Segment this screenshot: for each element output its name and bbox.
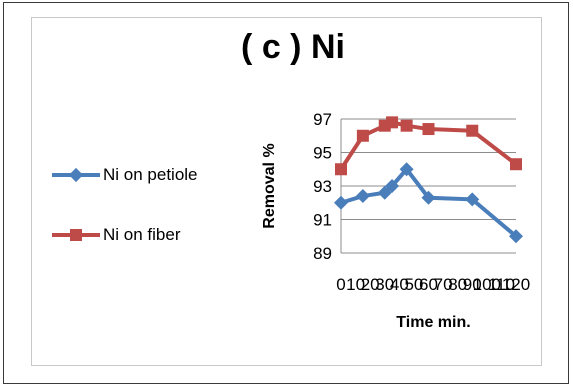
x-tick-label-50: 50 [404,275,423,294]
outer-frame [3,2,569,384]
series-0-point-0 [334,195,348,210]
series-1-point-6 [466,124,479,137]
x-tick-label-70: 70 [434,275,453,294]
series-1-point-3 [386,116,399,129]
legend-item-fiber: Ni on fiber [52,222,232,282]
series-0-point-3 [385,179,400,193]
series-1-point-5 [422,123,435,136]
x-tick-label-80: 80 [448,275,467,294]
x-axis-title: Time min. [396,314,470,331]
legend-label-fiber: Ni on fiber [103,225,181,244]
x-tick-label-100: 100 [473,275,501,294]
y-tick-label-95: 95 [313,144,332,163]
series-0-point-4 [399,162,414,177]
y-tick-label-89: 89 [313,244,332,263]
x-tick-label-0: 0 [336,275,345,294]
series-0-point-7 [509,229,523,244]
x-tick-label-40: 40 [390,275,409,294]
x-tick-label-10: 10 [346,275,365,294]
x-tick-label-30: 30 [375,275,394,294]
series-1-point-0 [335,163,347,176]
series-0-point-1 [355,189,370,204]
legend-label-petiole: Ni on petiole [103,165,198,184]
chart-area [31,17,542,366]
series-1-point-4 [400,119,413,132]
series-1-point-7 [510,158,522,171]
x-tick-label-20: 20 [361,275,380,294]
series-1-point-1 [356,129,369,142]
series-0-point-5 [421,190,436,205]
y-tick-label-91: 91 [313,211,332,230]
y-tick-label-93: 93 [313,177,332,196]
legend-item-petiole: Ni on petiole [52,162,232,222]
chart-title: ( c ) Ni [241,28,345,66]
x-tick-label-90: 90 [463,275,482,294]
legend: Ni on petiole Ni on fiber [52,162,232,282]
y-axis-title: Removal % [261,143,278,228]
x-tick-label-120: 120 [502,275,530,294]
x-tick-label-110: 110 [488,275,515,294]
legend-square-marker-icon [70,229,82,241]
series-0-point-6 [465,192,480,207]
x-tick-label-60: 60 [419,275,438,294]
y-tick-label-97: 97 [313,110,332,129]
